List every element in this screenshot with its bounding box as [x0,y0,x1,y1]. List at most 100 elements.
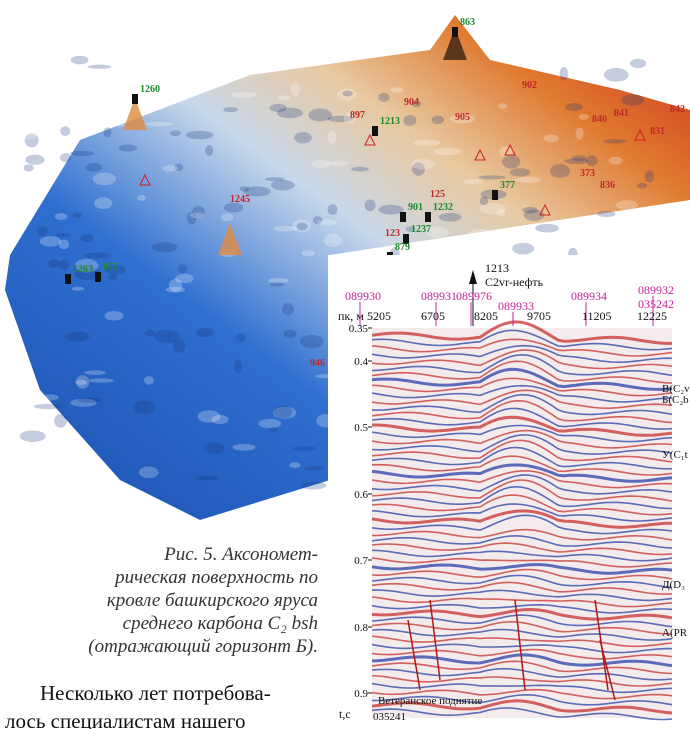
well-id: 089930 [345,289,381,303]
surface-bump [105,68,117,75]
green-well-label: 863 [460,17,475,28]
well-icon [492,190,498,200]
surface-bump [378,205,403,215]
surface-bump [579,114,589,120]
surface-bump [290,83,300,96]
surface-bump [152,242,178,252]
surface-bump [170,130,181,136]
surface-bump [198,410,221,422]
horizon-label: У(C₁t [662,449,688,461]
green-well-label: 377 [500,180,515,191]
body-line: Несколько лет потребова- [40,681,271,705]
surface-bump [265,177,285,181]
surface-bump [297,223,308,231]
surface-bump [190,212,204,218]
surface-bump [268,278,289,283]
surface-bump [278,95,290,100]
surface-bump [535,224,559,233]
surface-bump [89,378,114,382]
surface-bump [604,68,629,82]
surface-bump [65,332,90,342]
surface-bump [78,398,102,403]
surface-bump [294,132,312,143]
surface-bump [284,330,297,338]
surface-bump [72,212,82,217]
surface-bump [76,375,90,388]
surface-bump [221,213,233,221]
surface-bump [544,134,559,142]
surface-bump [93,173,116,186]
well-id: 089931 [421,289,457,303]
green-well-label: 1237 [411,224,431,235]
surface-bump [103,127,111,137]
surface-bump [204,443,225,454]
surface-bump [196,328,215,337]
surface-bump [60,153,71,162]
surface-bump [137,195,146,201]
surface-bump [71,56,89,65]
surface-bump [512,243,534,255]
surface-bump [34,404,62,409]
surface-bump [328,204,338,215]
surface-bump [233,444,256,451]
surface-bump [586,155,598,166]
y-tick-label: 0.7 [354,555,368,567]
surface-bump [81,234,93,242]
surface-bump [597,211,615,217]
surface-bump [186,131,214,139]
surface-bump [301,481,327,489]
surface-bump [56,233,70,237]
red-well-label: 905 [455,112,470,123]
surface-bump [85,163,102,172]
surface-bump [105,311,124,320]
body-line: лось специалистам нашего [5,709,246,729]
surface-bump [432,116,444,125]
surface-bump [40,236,62,246]
surface-bump [572,155,587,161]
surface-bump [327,131,336,144]
surface-bump [37,226,49,237]
surface-bump [258,419,281,428]
y-tick-label: 0.5 [354,422,368,434]
page: 1213 C2vr-нефть пк, м Ветеранское поднят… [0,0,690,729]
surface-bump [205,145,213,156]
surface-bump [20,430,46,442]
surface-bump [499,234,518,242]
surface-bump [144,376,154,385]
surface-bump [109,274,118,281]
caption-line: (отражающий горизонт Б). [88,636,318,657]
surface-bump [502,155,520,169]
surface-bump [478,175,505,179]
surface-bump [84,253,111,259]
y-tick-label: 0.4 [354,356,368,368]
surface-bump [497,210,505,217]
surface-bump [603,139,626,143]
x-tick-label: 6705 [421,309,445,323]
surface-bump [25,155,44,165]
surface-bump [169,279,182,292]
y-tick-label: 0.6 [354,489,368,501]
surface-bump [630,59,646,68]
surface-bump [413,140,440,146]
surface-bump [609,157,623,165]
green-well-label: 1213 [380,116,400,127]
red-well-label: 373 [580,168,595,179]
surface-bump [304,466,325,471]
x-tick-label: 9705 [527,309,551,323]
surface-bump [308,493,329,499]
surface-bump [645,171,654,183]
surface-bump [324,234,341,247]
bottom-id: 035241 [373,711,406,723]
red-well-label: 902 [522,80,537,91]
surface-bump [378,93,389,102]
x-tick-label: 5205 [367,309,391,323]
surface-bump [342,91,352,97]
surface-bump [54,414,67,427]
well-icon [425,212,431,222]
red-well-label: 897 [350,110,365,121]
surface-bump [173,339,185,353]
feature-label: Ветеранское поднятие [378,695,482,707]
surface-bump [403,115,416,126]
green-well-label: 1260 [140,84,160,95]
red-well-label: 836 [600,180,615,191]
